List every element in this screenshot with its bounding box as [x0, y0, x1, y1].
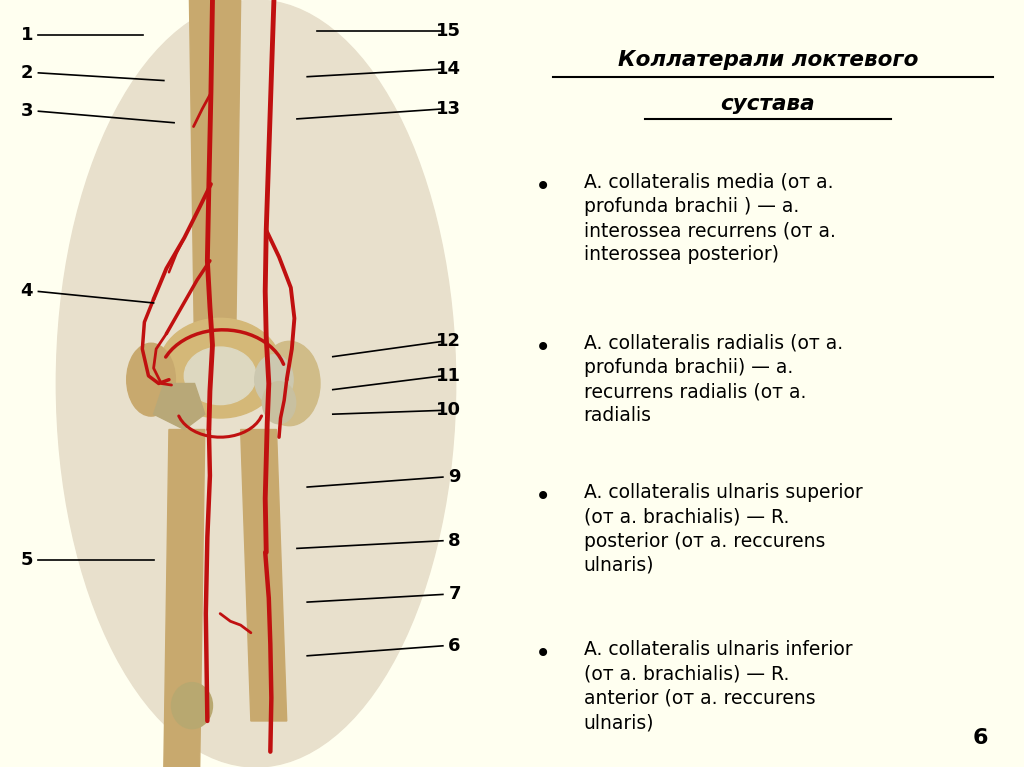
Ellipse shape	[258, 341, 319, 426]
Text: 15: 15	[436, 21, 461, 40]
Text: 3: 3	[20, 102, 33, 120]
Text: 8: 8	[449, 532, 461, 550]
Text: 2: 2	[20, 64, 33, 82]
Ellipse shape	[127, 344, 175, 416]
Text: 9: 9	[449, 468, 461, 486]
Ellipse shape	[172, 683, 213, 729]
Text: 12: 12	[436, 332, 461, 351]
Text: 11: 11	[436, 367, 461, 385]
Ellipse shape	[255, 354, 293, 405]
Text: •: •	[535, 640, 551, 669]
Ellipse shape	[184, 347, 256, 405]
Text: •: •	[535, 334, 551, 362]
Ellipse shape	[56, 0, 456, 767]
Text: 6: 6	[973, 728, 988, 748]
Polygon shape	[164, 430, 205, 767]
Text: A. collateralis ulnaris superior
(от а. brachialis) — R.
posterior (от а. reccur: A. collateralis ulnaris superior (от а. …	[584, 483, 862, 575]
Text: •: •	[535, 483, 551, 512]
Text: 14: 14	[436, 60, 461, 78]
Text: сустава: сустава	[721, 94, 815, 114]
Polygon shape	[154, 384, 205, 430]
Text: Коллатерали локтевого: Коллатерали локтевого	[617, 50, 919, 70]
Ellipse shape	[159, 318, 282, 418]
Polygon shape	[241, 430, 287, 721]
Text: A. collateralis radialis (от а.
profunda brachii) — а.
recurrens radialis (от а.: A. collateralis radialis (от а. profunda…	[584, 334, 843, 426]
Text: 5: 5	[20, 551, 33, 569]
Text: 6: 6	[449, 637, 461, 655]
Text: 10: 10	[436, 401, 461, 420]
Text: A. collateralis ulnaris inferior
(от а. brachialis) — R.
anterior (от а. reccure: A. collateralis ulnaris inferior (от а. …	[584, 640, 852, 732]
Text: 1: 1	[20, 25, 33, 44]
Text: 7: 7	[449, 585, 461, 604]
Text: 4: 4	[20, 282, 33, 301]
Ellipse shape	[262, 381, 296, 423]
Text: 13: 13	[436, 100, 461, 118]
Polygon shape	[189, 0, 241, 353]
Text: A. collateralis media (от а.
profunda brachii ) — а.
interossea recurrens (от а.: A. collateralis media (от а. profunda br…	[584, 173, 836, 265]
Text: •: •	[535, 173, 551, 201]
